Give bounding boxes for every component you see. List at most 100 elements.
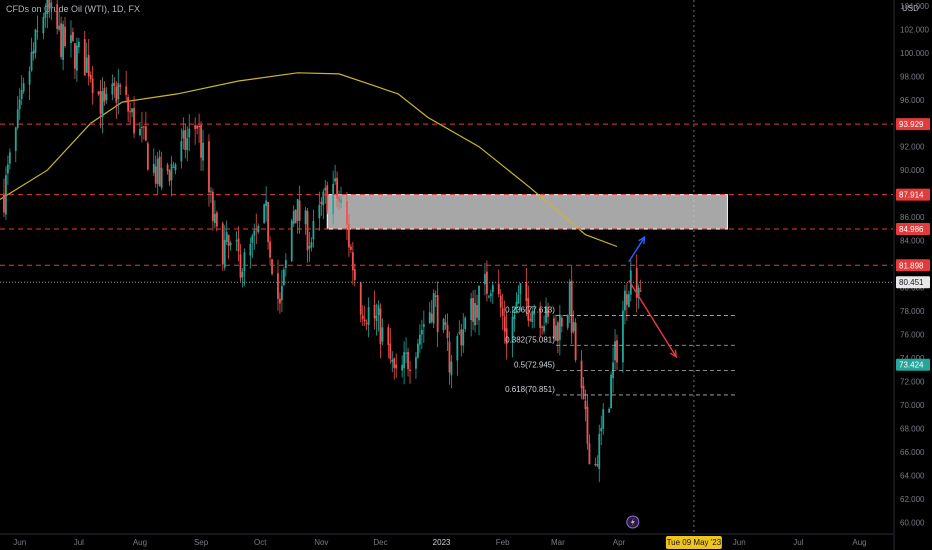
candle-body xyxy=(91,78,94,94)
candle-body xyxy=(28,71,31,85)
price-axis: 60.000 62.000 64.000 66.000 68.000 70.000 72.0… xyxy=(896,2,930,527)
price-badge xyxy=(896,118,930,131)
resistance-zone-box xyxy=(326,194,728,230)
candle-body xyxy=(415,357,417,369)
candle-body xyxy=(503,316,506,332)
fib-level-label: 0.5(72.945) xyxy=(514,360,555,369)
candle-body xyxy=(322,191,325,206)
candle-body xyxy=(22,83,25,92)
candle-body xyxy=(444,322,447,326)
candle-body xyxy=(113,82,116,86)
candle-body xyxy=(5,175,7,215)
candle-body xyxy=(616,340,618,363)
candle-body xyxy=(387,327,390,345)
time-tick-label: Mar xyxy=(551,538,565,547)
candle-body xyxy=(450,361,453,376)
candle-body xyxy=(373,304,376,319)
price-tick-label: 84.000 xyxy=(900,237,925,246)
candle-body xyxy=(253,230,256,236)
candle-body xyxy=(600,427,603,432)
candle-body xyxy=(588,443,591,465)
candle-body xyxy=(152,163,155,173)
candle-body xyxy=(235,240,238,242)
candle-body xyxy=(243,252,246,271)
candle-body xyxy=(3,193,5,213)
price-badge xyxy=(896,259,930,272)
candle-body xyxy=(403,352,406,369)
candle-body xyxy=(580,360,583,389)
price-tick-label: 104.000 xyxy=(900,2,929,11)
candle-body xyxy=(489,293,492,297)
candle-body xyxy=(401,364,404,371)
price-tick-label: 96.000 xyxy=(900,96,925,105)
price-badge xyxy=(896,276,930,289)
candle-body xyxy=(143,126,145,128)
candle-body xyxy=(229,242,232,246)
candle-body xyxy=(594,463,597,465)
price-badge-label: 93.929 xyxy=(899,120,924,129)
time-tick-label: Sep xyxy=(194,538,209,547)
candle-body xyxy=(129,111,132,113)
candle-body xyxy=(267,202,269,242)
candle-body xyxy=(637,287,640,299)
time-tick-label: Oct xyxy=(254,538,267,547)
candle-body xyxy=(608,408,611,413)
candle-body xyxy=(430,313,433,322)
candle-body xyxy=(391,359,394,363)
candle-body xyxy=(265,200,268,206)
candle-body xyxy=(304,210,307,225)
candle-body xyxy=(334,178,337,182)
candle-body xyxy=(505,328,508,345)
candle-body xyxy=(158,156,161,186)
time-tick-label: Feb xyxy=(496,538,510,547)
candle-body xyxy=(420,329,423,335)
candle-body xyxy=(36,30,39,32)
candle-body xyxy=(556,322,559,342)
candle-body xyxy=(541,326,544,329)
candle-body xyxy=(381,327,384,342)
candle-body xyxy=(64,26,66,47)
price-badge-label: 73.424 xyxy=(899,361,924,370)
candle-body xyxy=(635,267,638,298)
candle-body xyxy=(139,128,141,136)
candle-body xyxy=(515,302,518,314)
candle-body xyxy=(308,246,311,249)
time-tick-label: Nov xyxy=(314,538,328,547)
candle-body xyxy=(180,140,183,162)
candle-body xyxy=(487,296,490,298)
candle-body xyxy=(359,282,362,315)
candle-body xyxy=(478,285,480,321)
candle-body xyxy=(584,400,587,410)
candle-body xyxy=(389,343,392,359)
candle-body xyxy=(292,210,295,224)
candle-body xyxy=(560,317,563,327)
candle-body xyxy=(533,311,536,315)
candle-body xyxy=(160,167,163,188)
candle-body xyxy=(257,225,260,233)
candle-body xyxy=(460,329,463,346)
candle-body xyxy=(133,108,135,134)
candle-body xyxy=(208,141,210,193)
candle-body xyxy=(89,74,92,80)
candle-body xyxy=(85,57,88,73)
candle-body xyxy=(60,23,63,57)
candle-body xyxy=(101,91,104,117)
candle-body xyxy=(574,322,577,360)
candle-body xyxy=(428,312,431,324)
candle-body xyxy=(393,358,396,369)
candle-body xyxy=(56,4,59,30)
candle-body xyxy=(251,235,254,243)
candle-body xyxy=(472,298,475,322)
candle-body xyxy=(517,294,520,304)
price-badge xyxy=(896,358,930,371)
candle-body xyxy=(172,166,175,168)
fib-level-label: 0.618(70.851) xyxy=(505,385,555,394)
candle-body xyxy=(294,209,297,224)
candle-body xyxy=(338,196,340,202)
candle-body xyxy=(572,321,575,332)
candle-body xyxy=(223,240,226,268)
candle-body xyxy=(184,130,187,151)
blue-arrow-head xyxy=(638,235,646,245)
candle-body xyxy=(324,187,327,191)
